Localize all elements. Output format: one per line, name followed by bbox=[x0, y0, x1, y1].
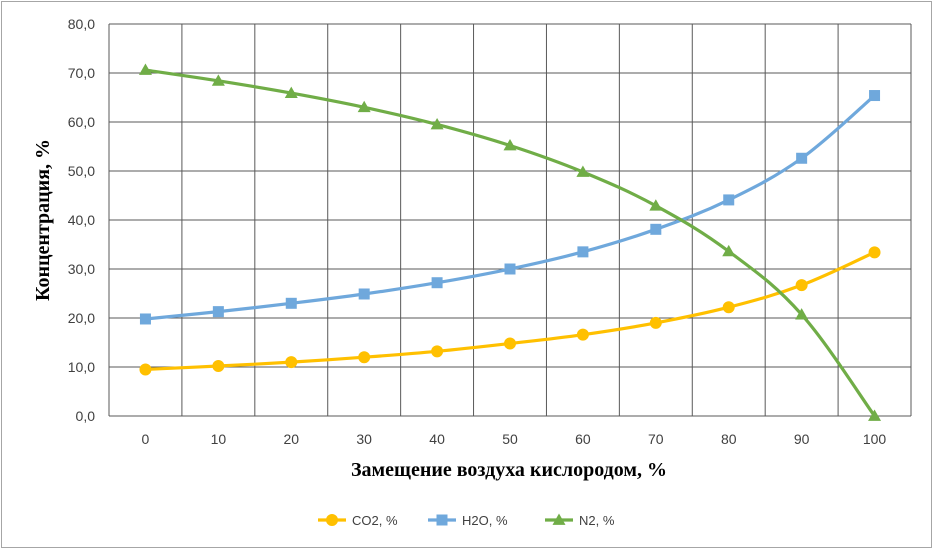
series-line bbox=[145, 68, 876, 417]
x-tick-label: 20 bbox=[283, 431, 299, 447]
series-2 bbox=[139, 90, 881, 325]
y-axis-tick-labels: 0,0 10,0 20,0 30,0 40,0 50,0 60,0 70,0 80,0 bbox=[68, 16, 95, 424]
data-point bbox=[795, 308, 809, 320]
data-point bbox=[869, 90, 881, 102]
legend-label: CO2, % bbox=[352, 513, 398, 528]
data-point bbox=[868, 246, 881, 259]
data-point bbox=[503, 139, 517, 151]
data-point bbox=[576, 328, 589, 341]
y-tick-label: 60,0 bbox=[68, 114, 95, 130]
y-tick-label: 70,0 bbox=[68, 65, 95, 81]
data-point bbox=[285, 356, 298, 369]
legend-marker bbox=[436, 514, 448, 526]
grid-lines bbox=[108, 23, 912, 417]
y-tick-label: 50,0 bbox=[68, 163, 95, 179]
x-axis-title: Замещение воздуха кислородом, % bbox=[351, 459, 667, 481]
series-1 bbox=[139, 246, 881, 376]
data-point bbox=[723, 194, 735, 206]
x-tick-label: 30 bbox=[356, 431, 372, 447]
y-tick-label: 10,0 bbox=[68, 359, 95, 375]
data-point bbox=[358, 288, 370, 300]
data-point bbox=[650, 223, 662, 235]
x-axis-tick-labels: 0 10 20 30 40 50 60 70 80 90 100 bbox=[142, 431, 887, 447]
x-tick-label: 40 bbox=[429, 431, 445, 447]
legend-label: N2, % bbox=[579, 513, 615, 528]
data-point bbox=[284, 86, 298, 98]
data-point bbox=[577, 246, 589, 258]
data-point bbox=[504, 337, 516, 350]
legend-item: N2, % bbox=[545, 513, 615, 528]
x-tick-label: 10 bbox=[211, 431, 227, 447]
data-point bbox=[722, 301, 735, 314]
data-point bbox=[357, 100, 371, 113]
legend-marker bbox=[552, 513, 566, 525]
data-point bbox=[430, 117, 444, 130]
y-tick-label: 80,0 bbox=[68, 16, 95, 32]
data-point bbox=[212, 360, 225, 373]
x-tick-label: 0 bbox=[142, 431, 150, 447]
y-axis-title: Концентрация, % bbox=[32, 139, 54, 301]
x-tick-label: 100 bbox=[863, 431, 887, 447]
data-point bbox=[722, 244, 736, 257]
legend: CO2, % H2O, % N2, % bbox=[318, 513, 615, 528]
y-tick-label: 0,0 bbox=[76, 408, 96, 424]
data-point bbox=[868, 409, 882, 421]
data-point bbox=[796, 152, 808, 164]
legend-item: H2O, % bbox=[428, 513, 508, 528]
series-3 bbox=[138, 63, 882, 421]
data-point bbox=[576, 165, 590, 177]
data-point bbox=[138, 63, 152, 75]
legend-item: CO2, % bbox=[318, 513, 398, 528]
x-tick-label: 50 bbox=[502, 431, 518, 447]
data-point bbox=[285, 297, 297, 309]
legend-label: H2O, % bbox=[462, 513, 508, 528]
data-point bbox=[211, 74, 225, 86]
data-point bbox=[139, 313, 151, 325]
series-layer bbox=[138, 63, 882, 421]
data-point bbox=[795, 279, 808, 292]
data-point bbox=[504, 263, 516, 275]
data-point bbox=[431, 277, 443, 289]
legend-marker bbox=[326, 514, 338, 526]
data-point bbox=[649, 316, 662, 329]
y-tick-label: 20,0 bbox=[68, 310, 95, 326]
data-point bbox=[358, 351, 371, 364]
x-tick-label: 70 bbox=[648, 431, 664, 447]
data-point bbox=[649, 199, 663, 211]
data-point bbox=[431, 345, 444, 358]
data-point bbox=[212, 306, 224, 318]
data-point bbox=[139, 363, 152, 376]
y-tick-label: 40,0 bbox=[68, 212, 95, 228]
x-tick-label: 60 bbox=[575, 431, 591, 447]
y-tick-label: 30,0 bbox=[68, 261, 95, 277]
x-tick-label: 90 bbox=[794, 431, 810, 447]
x-tick-label: 80 bbox=[721, 431, 737, 447]
